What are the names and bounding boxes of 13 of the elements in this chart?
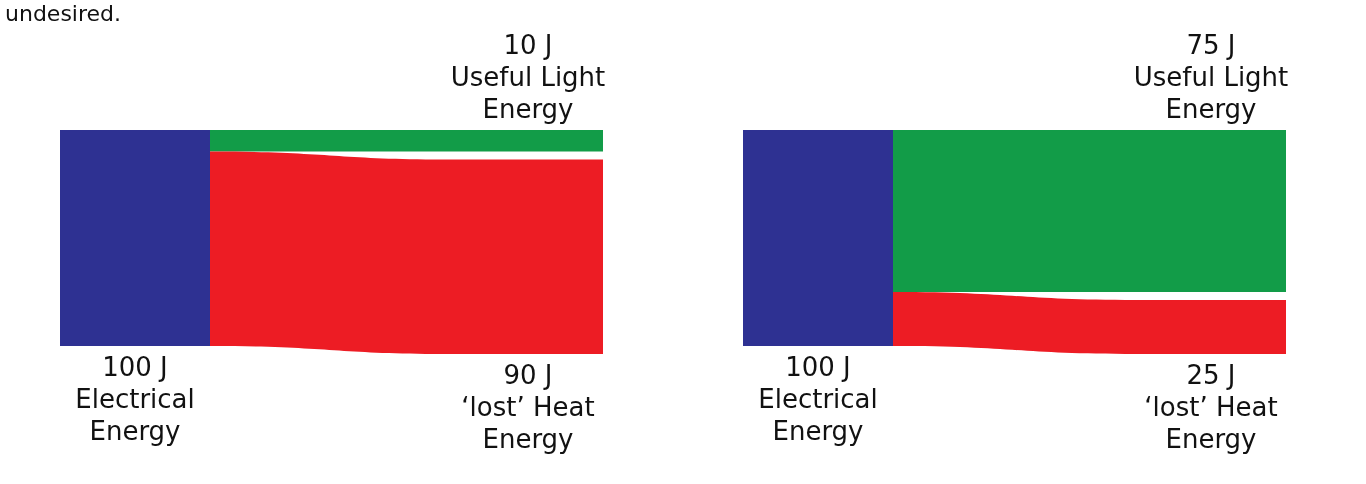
data-label: 90 J xyxy=(503,360,553,390)
category-label: ‘lost’ Heat Energy xyxy=(461,392,595,454)
category-label: Electrical Energy xyxy=(75,384,195,446)
data-label: 25 J xyxy=(1186,360,1236,390)
category-label: Electrical Energy xyxy=(758,384,878,446)
data-label: 10 J xyxy=(503,30,553,60)
data-label: 100 J xyxy=(102,352,168,382)
category-label: Useful Light Energy xyxy=(1133,62,1289,124)
data-label: 100 J xyxy=(785,352,851,382)
data-label: 75 J xyxy=(1186,30,1236,60)
text: undesired. xyxy=(5,0,122,26)
category-label: Useful Light Energy xyxy=(450,62,606,124)
category-label: ‘lost’ Heat Energy xyxy=(1144,392,1278,454)
